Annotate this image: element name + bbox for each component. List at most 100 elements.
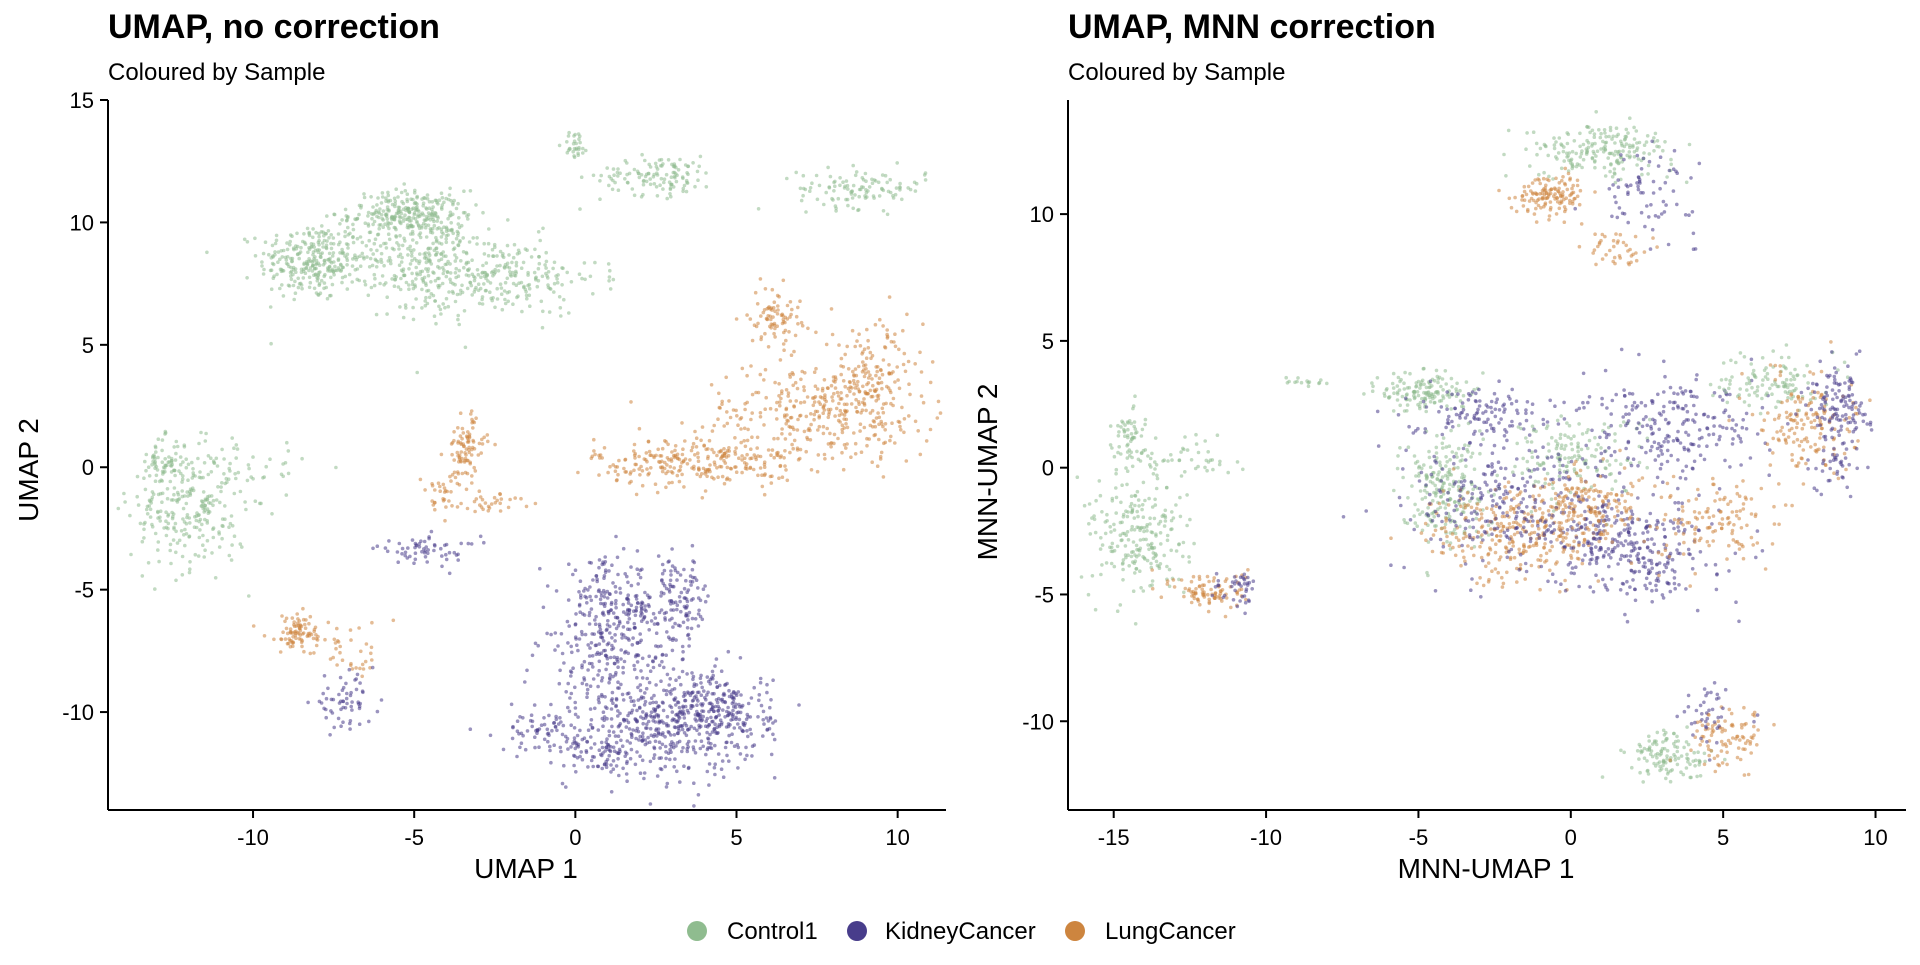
point-control1 xyxy=(1135,544,1139,548)
point-control1 xyxy=(1585,147,1589,151)
point-control1 xyxy=(1203,466,1207,470)
point-kidneycancer xyxy=(604,705,608,709)
point-kidneycancer xyxy=(433,544,437,548)
point-control1 xyxy=(425,235,429,239)
point-lungcancer xyxy=(863,402,867,406)
point-lungcancer xyxy=(882,475,886,479)
point-kidneycancer xyxy=(321,692,325,696)
point-control1 xyxy=(1153,555,1157,559)
point-lungcancer xyxy=(1547,179,1551,183)
point-control1 xyxy=(508,270,512,274)
point-control1 xyxy=(656,173,660,177)
point-control1 xyxy=(469,189,473,193)
point-control1 xyxy=(160,449,164,453)
point-control1 xyxy=(445,275,449,279)
point-control1 xyxy=(392,248,396,252)
point-control1 xyxy=(284,461,288,465)
point-control1 xyxy=(157,493,161,497)
point-control1 xyxy=(311,227,315,231)
point-kidneycancer xyxy=(769,698,773,702)
point-lungcancer xyxy=(309,615,313,619)
point-lungcancer xyxy=(834,386,838,390)
point-control1 xyxy=(643,159,647,163)
point-control1 xyxy=(1155,487,1159,491)
point-control1 xyxy=(142,476,146,480)
point-lungcancer xyxy=(720,400,724,404)
point-lungcancer xyxy=(291,635,295,639)
point-kidneycancer xyxy=(576,734,580,738)
point-control1 xyxy=(1582,158,1586,162)
point-control1 xyxy=(378,207,382,211)
point-lungcancer xyxy=(761,485,765,489)
point-lungcancer xyxy=(837,343,841,347)
point-kidneycancer xyxy=(606,662,610,666)
point-control1 xyxy=(413,211,417,215)
point-control1 xyxy=(379,223,383,227)
point-lungcancer xyxy=(677,469,681,473)
point-kidneycancer xyxy=(611,691,615,695)
point-kidneycancer xyxy=(598,748,602,752)
point-control1 xyxy=(1216,433,1220,437)
point-lungcancer xyxy=(1564,183,1568,187)
point-lungcancer xyxy=(843,426,847,430)
point-control1 xyxy=(1133,494,1137,498)
point-lungcancer xyxy=(1508,197,1512,201)
point-control1 xyxy=(1605,141,1609,145)
point-lungcancer xyxy=(802,385,806,389)
point-control1 xyxy=(503,266,507,270)
point-control1 xyxy=(525,248,529,252)
point-lungcancer xyxy=(1207,598,1211,602)
point-kidneycancer xyxy=(628,628,632,632)
point-control1 xyxy=(1132,425,1136,429)
point-kidneycancer xyxy=(459,542,463,546)
point-kidneycancer xyxy=(652,707,656,711)
point-kidneycancer xyxy=(601,717,605,721)
point-kidneycancer xyxy=(703,584,707,588)
point-kidneycancer xyxy=(769,717,773,721)
point-kidneycancer xyxy=(758,693,762,697)
point-control1 xyxy=(156,468,160,472)
point-kidneycancer xyxy=(697,596,701,600)
point-control1 xyxy=(261,476,265,480)
point-lungcancer xyxy=(1593,190,1597,194)
point-kidneycancer xyxy=(386,550,390,554)
point-lungcancer xyxy=(300,645,304,649)
point-control1 xyxy=(480,298,484,302)
point-control1 xyxy=(332,236,336,240)
point-control1 xyxy=(466,269,470,273)
point-kidneycancer xyxy=(673,725,677,729)
point-lungcancer xyxy=(490,502,494,506)
point-lungcancer xyxy=(780,427,784,431)
point-kidneycancer xyxy=(634,594,638,598)
point-control1 xyxy=(1168,568,1172,572)
point-kidneycancer xyxy=(673,733,677,737)
point-control1 xyxy=(1539,147,1543,151)
point-lungcancer xyxy=(784,437,788,441)
point-kidneycancer xyxy=(533,703,537,707)
point-lungcancer xyxy=(745,313,749,317)
point-kidneycancer xyxy=(597,588,601,592)
point-lungcancer xyxy=(777,476,781,480)
point-control1 xyxy=(675,180,679,184)
point-kidneycancer xyxy=(771,678,775,682)
point-control1 xyxy=(898,182,902,186)
point-lungcancer xyxy=(1201,593,1205,597)
point-control1 xyxy=(794,171,798,175)
point-control1 xyxy=(268,457,272,461)
point-control1 xyxy=(1620,144,1624,148)
point-lungcancer xyxy=(660,454,664,458)
point-lungcancer xyxy=(773,300,777,304)
point-control1 xyxy=(154,532,158,536)
point-lungcancer xyxy=(1526,210,1530,214)
point-kidneycancer xyxy=(588,561,592,565)
point-lungcancer xyxy=(741,367,745,371)
point-control1 xyxy=(290,278,294,282)
point-lungcancer xyxy=(449,490,453,494)
point-kidneycancer xyxy=(602,589,606,593)
point-lungcancer xyxy=(473,510,477,514)
point-control1 xyxy=(504,281,508,285)
point-kidneycancer xyxy=(678,600,682,604)
point-control1 xyxy=(228,462,232,466)
point-control1 xyxy=(169,543,173,547)
point-lungcancer xyxy=(452,439,456,443)
